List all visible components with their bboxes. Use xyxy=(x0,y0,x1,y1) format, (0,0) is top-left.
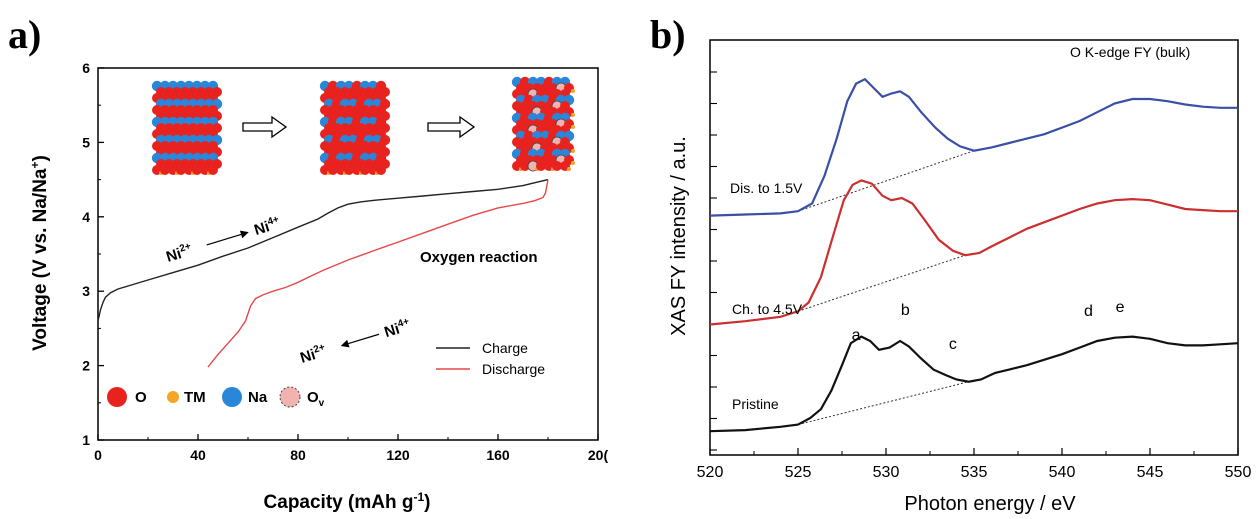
series-line-1 xyxy=(709,179,1238,326)
panel-a-series xyxy=(97,178,549,368)
panel-a-label: a) xyxy=(8,12,41,57)
series-line-0 xyxy=(709,77,1238,217)
charge-redox-annotation: Ni2+ Ni4+ xyxy=(164,214,283,266)
series-line-charge xyxy=(97,178,549,322)
a-ytick-label: 2 xyxy=(82,358,90,374)
atom-ov-swatch xyxy=(279,386,301,408)
crystal-structure-pristine xyxy=(151,80,223,175)
panel-a-legend: Charge Discharge xyxy=(436,340,545,377)
charge-ox-to: Ni xyxy=(252,218,271,239)
series-label-2: Pristine xyxy=(732,396,779,412)
discharge-red-from-sup: 4+ xyxy=(396,316,410,330)
baseline-2 xyxy=(797,381,969,426)
structure-arrow-1 xyxy=(242,115,288,139)
discharge-redox-annotation: Ni2+ Ni4+ xyxy=(298,316,413,367)
svg-text:Ni2+: Ni2+ xyxy=(164,241,195,266)
legend-charge-label: Charge xyxy=(482,340,528,356)
crystal-structure-oxygen xyxy=(511,76,575,172)
series-line-2 xyxy=(709,335,1239,433)
series-line-discharge xyxy=(207,179,549,368)
svg-text:Ni4+: Ni4+ xyxy=(252,214,283,239)
charge-ox-from-sup: 2+ xyxy=(178,241,192,255)
charge-ox-from: Ni xyxy=(164,245,183,266)
b-xtick-label: 525 xyxy=(785,464,812,481)
legend-discharge-label: Discharge xyxy=(482,361,545,377)
panel-b-series-labels: Dis. to 1.5V Ch. to 4.5V Pristine xyxy=(730,180,803,412)
peak-label-a: a xyxy=(852,327,861,344)
panel-b-series xyxy=(709,77,1239,433)
panel-a-xlabel: Capacity (mAh g-1) xyxy=(264,490,431,513)
panel-b-plot-frame xyxy=(709,39,1239,456)
atom-o-label: O xyxy=(135,389,147,406)
peak-label-d: d xyxy=(1084,303,1093,320)
peak-label-e: e xyxy=(1116,299,1125,316)
discharge-red-to: Ni xyxy=(298,346,317,367)
a-ytick-label: 5 xyxy=(82,134,90,150)
atom-ov-label: Ov xyxy=(307,389,325,409)
a-ytick-label: 3 xyxy=(82,283,90,299)
atom-legend: O TM Na Ov xyxy=(107,386,325,409)
panel-a-ylabel: Voltage (V vs. Na/Na+) xyxy=(28,155,51,351)
a-ytick-label: 4 xyxy=(82,209,90,225)
b-xtick-label: 540 xyxy=(1049,464,1076,481)
panel-b-label: b) xyxy=(650,12,686,57)
b-xtick-label: 520 xyxy=(697,464,724,481)
series-label-0: Dis. to 1.5V xyxy=(730,180,803,196)
panel-b-baselines xyxy=(797,150,975,426)
a-xtick-label: 40 xyxy=(190,447,206,463)
svg-text:Ni2+: Ni2+ xyxy=(298,342,329,367)
a-xtick-label: 0 xyxy=(94,447,102,463)
svg-text:Ni4+: Ni4+ xyxy=(382,316,413,341)
atom-tm-label: TM xyxy=(184,389,206,406)
oxygen-reaction-label: Oxygen reaction xyxy=(420,249,538,266)
crystal-structure-charged xyxy=(319,80,391,175)
peak-label-c: c xyxy=(949,336,957,353)
charge-ox-to-sup: 4+ xyxy=(266,214,280,228)
atom-tm-swatch xyxy=(167,391,179,403)
baseline-1 xyxy=(797,254,966,312)
crystal-structure-illustrations xyxy=(151,76,575,175)
atom-o-swatch xyxy=(107,387,127,407)
b-xtick-label: 550 xyxy=(1225,464,1252,481)
panel-a-ticks: 0 40 80 120 160 20( 1 2 3 4 5 6 xyxy=(82,60,608,463)
panel-b-title-annotation: O K-edge FY (bulk) xyxy=(1070,44,1190,60)
a-xtick-label: 160 xyxy=(486,447,510,463)
baseline-0 xyxy=(797,150,975,212)
panel-b-peak-labels: a b c d e xyxy=(852,299,1125,353)
a-ytick-label: 6 xyxy=(82,60,90,76)
discharge-red-to-sup: 2+ xyxy=(312,342,326,356)
peak-label-b: b xyxy=(901,302,910,319)
panel-b-ylabel: XAS FY intensity / a.u. xyxy=(668,136,690,336)
b-xtick-label: 535 xyxy=(961,464,988,481)
a-xtick-label: 120 xyxy=(386,447,410,463)
b-xtick-label: 530 xyxy=(873,464,900,481)
panel-b-ticks: 520 525 530 535 540 545 550 xyxy=(697,71,1252,481)
a-xtick-label: 80 xyxy=(290,447,306,463)
a-xtick-label: 20( xyxy=(588,447,609,463)
panel-b-xlabel: Photon energy / eV xyxy=(904,493,1076,515)
series-label-1: Ch. to 4.5V xyxy=(732,301,803,317)
structure-arrow-2 xyxy=(427,115,476,139)
b-xtick-label: 545 xyxy=(1137,464,1164,481)
panel-b-chart: 520 525 530 535 540 545 550 Dis. to 1.5V Ch. to… xyxy=(668,39,1252,515)
atom-na-swatch xyxy=(222,387,242,407)
a-ytick-label: 1 xyxy=(82,432,90,448)
atom-na-label: Na xyxy=(248,389,268,406)
discharge-red-from: Ni xyxy=(382,320,401,341)
